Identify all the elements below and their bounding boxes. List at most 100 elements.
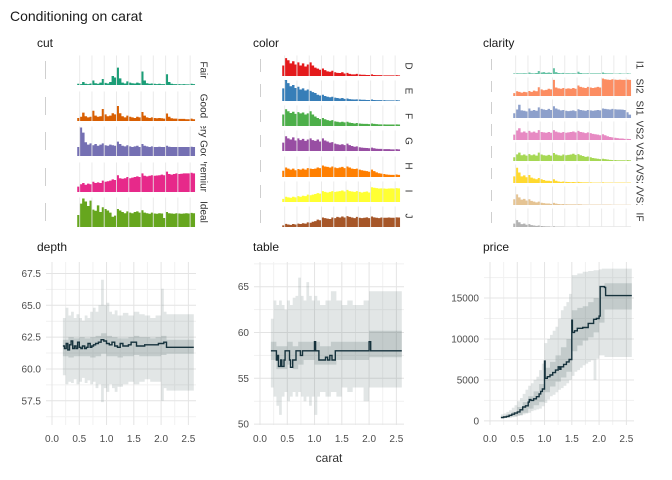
histogram-svg [282, 105, 401, 127]
facet-row-fair: Fair [37, 55, 212, 85]
histogram-svg [513, 164, 632, 184]
y-axis-tick [491, 211, 492, 224]
y-axis-tick [45, 132, 46, 150]
facet-axis-gutter [253, 55, 267, 76]
facet-row-h: H [253, 156, 428, 177]
strip-label-text: Premium [197, 161, 209, 192]
hist-bars [282, 136, 401, 152]
facet-axis-gutter [37, 91, 62, 121]
strip-label-text: SI2 [633, 78, 645, 94]
strip-label-text: Good [197, 93, 209, 118]
x-tick-label: 2.0 [154, 434, 168, 445]
facet-row-d: D [253, 55, 428, 76]
facet-axis-gutter [37, 162, 62, 192]
x-tick-label: 2.5 [619, 434, 633, 445]
strip-label-text: Very Good [197, 126, 209, 156]
y-axis-tick [45, 167, 46, 186]
y-axis-tick [260, 184, 261, 198]
y-axis-tick [491, 124, 492, 136]
y-axis-tick [260, 59, 261, 72]
facet-axis-gutter [253, 105, 267, 126]
median-line [62, 339, 194, 351]
strip-label-text: H [402, 162, 414, 170]
strip-label: G [402, 130, 414, 151]
panel-title-cut: cut [37, 36, 54, 50]
facet-axis-gutter [253, 181, 267, 202]
facet-row-premium: Premium [37, 162, 212, 192]
facet-stack-clarity: I1 SI2 SI1 VS2 VS1 VVS2 VVS1 IF [483, 55, 658, 227]
facet-row-f: F [253, 105, 428, 127]
histogram-svg [282, 55, 401, 76]
subplot-cut: cut Fair Good Very Good Premium Ideal [37, 36, 212, 227]
facet-row-ideal: Ideal [37, 197, 212, 227]
strip-label-text: J [402, 213, 414, 219]
strip-label: Good [197, 91, 209, 121]
strip-label: Premium [197, 162, 209, 192]
y-axis-tick [260, 134, 261, 148]
y-tick-label: 0 [473, 416, 479, 427]
histogram-svg [77, 162, 196, 192]
strip-label-text: IF [633, 212, 645, 222]
facet-axis-gutter [483, 186, 498, 205]
panel-depth: 57.5 60.0 62.5 65.0 67.5 0.0 0.5 1.0 1.5 2.0 2.5 [2, 256, 204, 449]
y-axis-tick [260, 159, 261, 173]
x-tick-label: 1.5 [565, 434, 579, 445]
strip-label: SI2 [633, 77, 645, 96]
x-tick-label: 0.0 [483, 434, 497, 445]
strip-label: Fair [197, 55, 209, 85]
strip-label: I1 [633, 55, 645, 74]
y-tick-label: 50 [238, 420, 250, 431]
outer-band [270, 277, 402, 415]
hist-bars [513, 168, 632, 184]
histogram-svg [282, 156, 401, 177]
x-tick-label: 0.0 [45, 434, 59, 445]
line-panel-svg: 0 5000 10000 15000 0.0 0.5 1.0 1.5 2.0 2.5 [451, 262, 634, 445]
hist-bars [513, 194, 632, 206]
histogram-svg [77, 55, 196, 85]
strip-label-text: VVS1 [633, 186, 645, 206]
x-tick-label: 0.5 [280, 434, 294, 445]
y-tick-label: 62.5 [22, 333, 42, 344]
median-line [270, 341, 402, 368]
facet-axis-gutter [483, 142, 498, 161]
facet-row-si2: SI2 [483, 77, 658, 96]
subplot-color: color D E F G H I J [253, 36, 428, 227]
strip-label-text: SI1 [633, 100, 645, 116]
strip-label-text: VS2 [633, 120, 645, 140]
panel-price: 0 5000 10000 15000 0.0 0.5 1.0 1.5 2.0 2.5 [440, 256, 642, 449]
y-tick-label: 15000 [451, 294, 479, 305]
hist-bars [282, 80, 401, 102]
figure-title: Conditioning on carat [10, 8, 143, 24]
strip-label: VVS2 [633, 164, 645, 183]
histogram-svg [282, 181, 401, 202]
strip-label: SI1 [633, 99, 645, 118]
histogram-svg [77, 91, 196, 121]
strip-label: IF [633, 208, 645, 227]
facet-row-i: I [253, 181, 428, 202]
line-panel-svg: 50 55 60 65 0.0 0.5 1.0 1.5 2.0 2.5 [238, 262, 404, 445]
panel-title-price: price [483, 240, 510, 254]
hist-bars [513, 220, 632, 227]
facet-axis-gutter [483, 77, 498, 96]
histogram-svg [513, 77, 632, 96]
facet-axis-gutter [37, 55, 62, 85]
facet-row-i1: I1 [483, 55, 658, 74]
panel-table: 50 55 60 65 0.0 0.5 1.0 1.5 2.0 2.5 [210, 256, 412, 449]
histogram-svg [513, 121, 632, 140]
strip-label-text: VVS2 [633, 164, 645, 184]
x-tick-label: 0.5 [72, 434, 86, 445]
facet-row-e: E [253, 80, 428, 102]
x-tick-label: 1.0 [308, 434, 322, 445]
facet-row-if: IF [483, 208, 658, 227]
histogram-svg [513, 208, 632, 227]
x-axis-label: carat [315, 451, 343, 465]
y-tick-label: 10000 [451, 334, 479, 345]
strip-label: Ideal [197, 197, 209, 227]
x-tick-label: 0.5 [510, 434, 524, 445]
y-axis-tick [45, 96, 46, 115]
histogram-svg [513, 55, 632, 74]
facet-row-j: J [253, 206, 428, 227]
strip-label: H [402, 156, 414, 177]
facet-axis-gutter [253, 130, 267, 151]
y-axis-tick [260, 210, 261, 223]
